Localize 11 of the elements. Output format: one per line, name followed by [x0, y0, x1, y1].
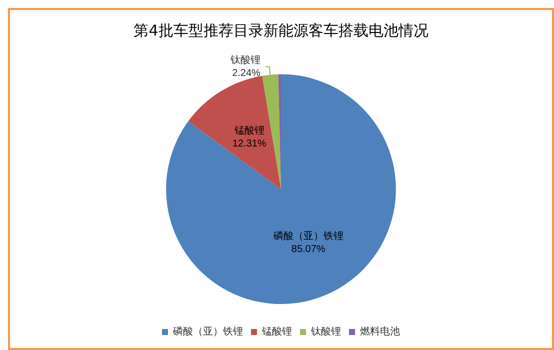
- data-label: 2.24%: [232, 68, 261, 79]
- legend-label: 锰酸锂: [261, 326, 292, 338]
- legend-label: 磷酸（亚）铁锂: [172, 326, 243, 338]
- data-label: 12.31%: [232, 138, 266, 150]
- slice-label: 磷酸（亚）铁锂: [272, 230, 344, 242]
- chart-title: 第4批车型推荐目录新能源客车搭载电池情况: [134, 22, 428, 40]
- data-label: 85.07%: [291, 244, 326, 256]
- legend-label: 钛酸锂: [310, 326, 341, 338]
- slice-label: 锰酸锂: [233, 124, 264, 137]
- legend-label: 燃料电池: [360, 326, 400, 338]
- slice-label: 钛酸锂: [229, 54, 260, 66]
